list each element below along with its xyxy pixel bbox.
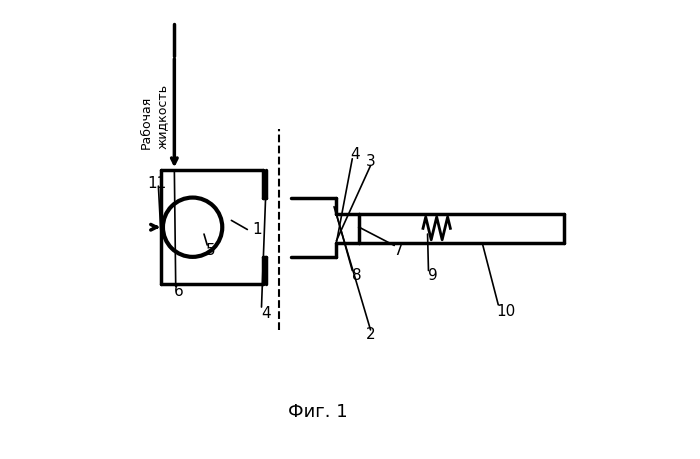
Text: Рабочая
жидкость: Рабочая жидкость bbox=[140, 84, 168, 149]
Text: 5: 5 bbox=[206, 242, 216, 257]
Text: 8: 8 bbox=[352, 268, 362, 283]
Text: 9: 9 bbox=[428, 268, 438, 283]
Text: 7: 7 bbox=[393, 242, 403, 257]
Text: 2: 2 bbox=[366, 327, 376, 342]
Text: Фиг. 1: Фиг. 1 bbox=[288, 403, 348, 421]
Text: 11: 11 bbox=[147, 176, 166, 191]
Text: 6: 6 bbox=[174, 284, 184, 299]
Text: 1: 1 bbox=[252, 222, 262, 237]
Text: 3: 3 bbox=[366, 154, 376, 168]
Text: 4: 4 bbox=[350, 147, 360, 162]
Text: 4: 4 bbox=[261, 307, 271, 321]
Text: 10: 10 bbox=[496, 304, 515, 319]
